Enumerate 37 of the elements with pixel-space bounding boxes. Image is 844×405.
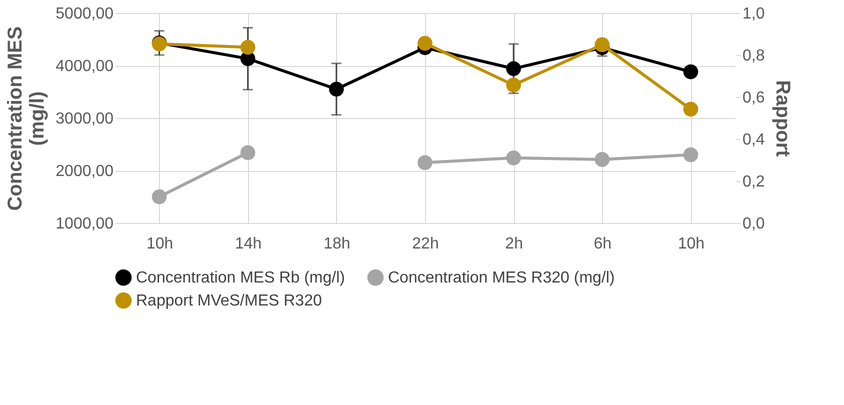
point — [240, 40, 256, 55]
y-tick-label: 1000,00 — [56, 216, 114, 232]
point — [683, 147, 698, 162]
point — [683, 64, 698, 80]
y2-tick-label: 0,2 — [742, 174, 765, 190]
x-tick-label: 14h — [235, 236, 262, 252]
point — [594, 152, 610, 167]
point — [506, 78, 521, 92]
y-tick-label: 5000,00 — [56, 6, 114, 22]
x-tick-label: 10h — [146, 236, 174, 252]
y2-tick-label: 0,6 — [742, 90, 765, 106]
x-tick-label: 6h — [594, 236, 612, 252]
x-tick-label: 10h — [678, 236, 705, 252]
point — [418, 155, 432, 170]
y2-tick-label: 0,4 — [742, 132, 765, 148]
legend-label: Concentration MES Rb (mg/l) — [136, 270, 345, 287]
point — [506, 61, 521, 76]
point — [594, 37, 610, 52]
x-tick-label: 2h — [505, 236, 523, 252]
y-tick-label: 4000,00 — [56, 58, 114, 75]
point — [329, 82, 344, 97]
y-tick-label: 2000,00 — [56, 163, 114, 180]
point — [418, 36, 432, 51]
legend-label: Rapport MVeS/MES R320 — [136, 292, 322, 310]
y2-tick-label: 1,0 — [742, 6, 765, 22]
y2-tick-label: 0,8 — [742, 48, 765, 64]
point — [240, 145, 256, 160]
x-tick-label: 22h — [412, 236, 439, 252]
point — [683, 102, 698, 117]
x-tick-label: 18h — [324, 236, 350, 252]
legend-label: Concentration MES R320 (mg/l) — [388, 270, 615, 287]
point — [152, 189, 167, 204]
point — [506, 150, 521, 166]
y2-axis-title: Rapport — [772, 80, 794, 158]
y-axis-title: Concentration MES (mg/l) — [4, 26, 49, 211]
y-tick-label: 3000,00 — [56, 110, 114, 128]
y2-tick-label: 0,0 — [742, 216, 765, 232]
